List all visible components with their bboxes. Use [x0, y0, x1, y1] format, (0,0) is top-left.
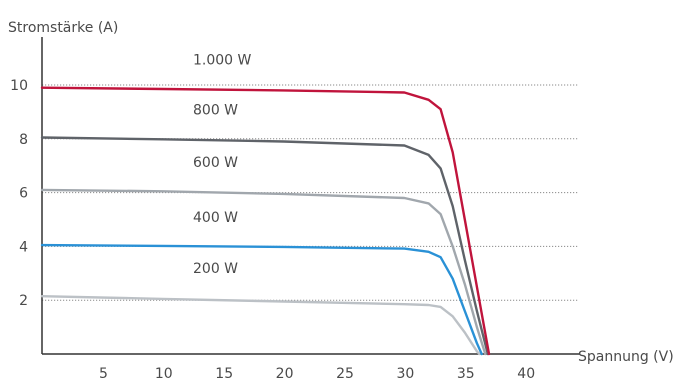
series-line-1000w: [40, 86, 491, 356]
x-tick-label: 10: [155, 366, 173, 382]
y-tick-label: 4: [19, 239, 28, 255]
y-tick-label: 10: [10, 78, 28, 94]
x-tick-label: 15: [215, 366, 233, 382]
series-label-600w: 600 W: [193, 155, 238, 171]
axes: [41, 37, 580, 355]
x-tick-label: 20: [276, 366, 294, 382]
x-tick-label: 35: [457, 366, 475, 382]
y-tick-label: 2: [19, 293, 28, 309]
series-line-400w: [40, 243, 483, 356]
series-line-800w: [40, 136, 489, 356]
x-tick-label: 40: [517, 366, 535, 382]
x-tick-label: 5: [99, 366, 108, 382]
series-label-800w: 800 W: [193, 102, 238, 118]
x-tick-label: 30: [396, 366, 414, 382]
y-tick-label: 6: [19, 186, 28, 202]
series-curves: [40, 86, 491, 356]
series-line-600w: [40, 188, 487, 356]
grid-lines: [42, 84, 578, 301]
series-line-200w: [40, 295, 481, 356]
series-label-1000w: 1.000 W: [193, 53, 252, 69]
y-axis-title: Stromstärke (A): [8, 20, 118, 36]
tick-labels: 2 4 6 8 10 5 10 15 20 25 30 35 40: [10, 78, 535, 382]
y-tick-label: 8: [19, 132, 28, 148]
series-label-200w: 200 W: [193, 261, 238, 277]
series-labels: 1.000 W 800 W 600 W 400 W 200 W: [193, 53, 252, 277]
x-tick-label: 25: [336, 366, 354, 382]
series-label-400w: 400 W: [193, 210, 238, 226]
x-axis-title: Spannung (V): [578, 349, 674, 365]
